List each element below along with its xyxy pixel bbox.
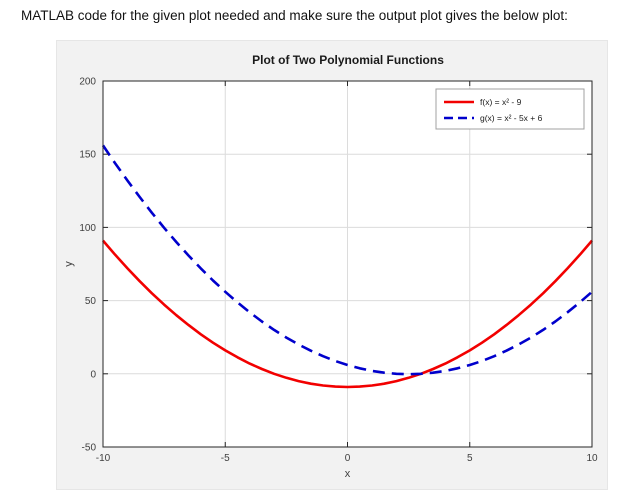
y-axis-label: y bbox=[63, 261, 75, 267]
svg-text:-10: -10 bbox=[96, 453, 111, 464]
svg-text:10: 10 bbox=[586, 453, 598, 464]
x-axis-label: x bbox=[345, 468, 351, 480]
series-line-0 bbox=[102, 239, 593, 389]
svg-text:150: 150 bbox=[79, 150, 96, 161]
legend: f(x) = x² - 9 g(x) = x² - 5x + 6 bbox=[435, 88, 585, 130]
series-line-1 bbox=[101, 144, 593, 376]
svg-text:0: 0 bbox=[345, 453, 351, 464]
svg-text:200: 200 bbox=[79, 77, 96, 88]
legend-label-0: f(x) = x² - 9 bbox=[480, 97, 522, 107]
matlab-figure: Plot of Two Polynomial Functions -10 -5 0 5… bbox=[56, 40, 608, 490]
svg-text:100: 100 bbox=[79, 223, 96, 234]
legend-label-1: g(x) = x² - 5x + 6 bbox=[480, 113, 543, 123]
svg-text:-50: -50 bbox=[82, 443, 97, 454]
svg-text:0: 0 bbox=[90, 369, 96, 380]
svg-text:5: 5 bbox=[467, 453, 473, 464]
svg-text:50: 50 bbox=[85, 296, 97, 307]
axes-box bbox=[102, 80, 593, 448]
prompt-text: MATLAB code for the given plot needed an… bbox=[21, 8, 568, 23]
svg-text:-5: -5 bbox=[221, 453, 230, 464]
chart-title: Plot of Two Polynomial Functions bbox=[252, 53, 444, 67]
